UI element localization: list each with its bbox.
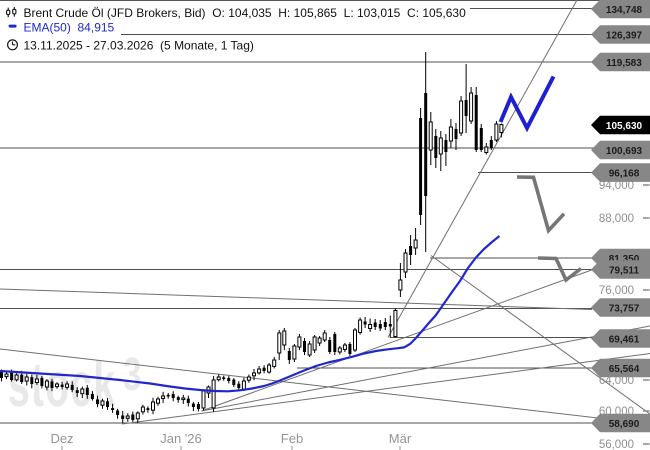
svg-text:Jan '26: Jan '26: [160, 431, 202, 446]
svg-text:119,583: 119,583: [606, 58, 642, 69]
svg-text:100,693: 100,693: [606, 146, 643, 157]
svg-text:64,000: 64,000: [599, 375, 634, 387]
svg-text:Mär: Mär: [389, 431, 412, 446]
svg-text:69,461: 69,461: [609, 334, 640, 345]
svg-text:96,168: 96,168: [609, 169, 640, 180]
svg-text:76,000: 76,000: [599, 285, 634, 297]
svg-text:3: 3: [123, 350, 141, 400]
svg-text:81,350: 81,350: [609, 254, 640, 265]
svg-text:Brent Crude Öl (JFD Brokers, B: Brent Crude Öl (JFD Brokers, Bid) O: 104…: [24, 6, 467, 20]
svg-text:88,000: 88,000: [599, 213, 634, 225]
svg-text:Dez: Dez: [50, 431, 73, 446]
svg-text:58,690: 58,690: [609, 419, 640, 430]
svg-text:126,397: 126,397: [606, 30, 643, 41]
svg-text:65,564: 65,564: [609, 364, 640, 375]
svg-text:79,511: 79,511: [609, 265, 639, 276]
svg-text:56,000: 56,000: [599, 439, 634, 450]
svg-text:134,748: 134,748: [606, 5, 643, 16]
svg-text:EMA(50) 84,915: EMA(50) 84,915: [24, 21, 115, 35]
svg-text:13.11.2025 - 27.03.2026 (5 Mo: 13.11.2025 - 27.03.2026 (5 Monate, 1 Tag…: [24, 39, 254, 53]
svg-text:94,000: 94,000: [599, 180, 634, 192]
svg-text:105,630: 105,630: [606, 121, 643, 132]
svg-text:Feb: Feb: [281, 431, 303, 446]
svg-text:73,757: 73,757: [609, 303, 640, 314]
